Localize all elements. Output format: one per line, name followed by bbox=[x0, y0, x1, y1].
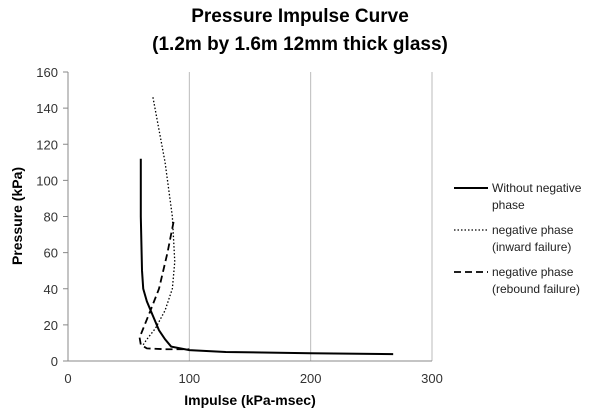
y-tick-label: 80 bbox=[44, 210, 58, 225]
legend-item: negative phase (rebound failure) bbox=[452, 264, 602, 298]
series-line bbox=[142, 97, 176, 346]
legend-swatch bbox=[454, 187, 488, 189]
chart-subtitle: (1.2m by 1.6m 12mm thick glass) bbox=[152, 34, 448, 55]
y-tick-label: 160 bbox=[36, 65, 58, 80]
legend: Without negative phase negative phase (in… bbox=[452, 180, 602, 306]
y-tick-label: 100 bbox=[36, 173, 58, 188]
y-tick-label: 120 bbox=[36, 137, 58, 152]
x-tick-label: 100 bbox=[178, 371, 200, 386]
legend-item: Without negative phase bbox=[452, 180, 602, 214]
legend-label: negative phase (rebound failure) bbox=[492, 265, 581, 296]
legend-swatch bbox=[454, 229, 488, 231]
y-tick-label: 140 bbox=[36, 101, 58, 116]
legend-item: negative phase (inward failure) bbox=[452, 222, 602, 256]
x-tick-label: 300 bbox=[421, 371, 443, 386]
y-tick-label: 40 bbox=[44, 282, 58, 297]
legend-label: negative phase (inward failure) bbox=[492, 223, 574, 254]
y-tick-label: 0 bbox=[51, 354, 58, 369]
series-line bbox=[139, 158, 394, 356]
y-tick-label: 20 bbox=[44, 318, 58, 333]
x-tick-label: 200 bbox=[300, 371, 322, 386]
y-axis-label: Pressure (kPa) bbox=[9, 167, 25, 265]
legend-label: Without negative phase bbox=[492, 181, 582, 212]
chart-title: Pressure Impulse Curve bbox=[191, 6, 409, 27]
y-tick-label: 60 bbox=[44, 246, 58, 261]
x-tick-label: 0 bbox=[64, 371, 71, 386]
series-line bbox=[138, 221, 190, 351]
x-axis-label: Impulse (kPa-msec) bbox=[184, 392, 316, 408]
legend-swatch bbox=[454, 271, 488, 273]
